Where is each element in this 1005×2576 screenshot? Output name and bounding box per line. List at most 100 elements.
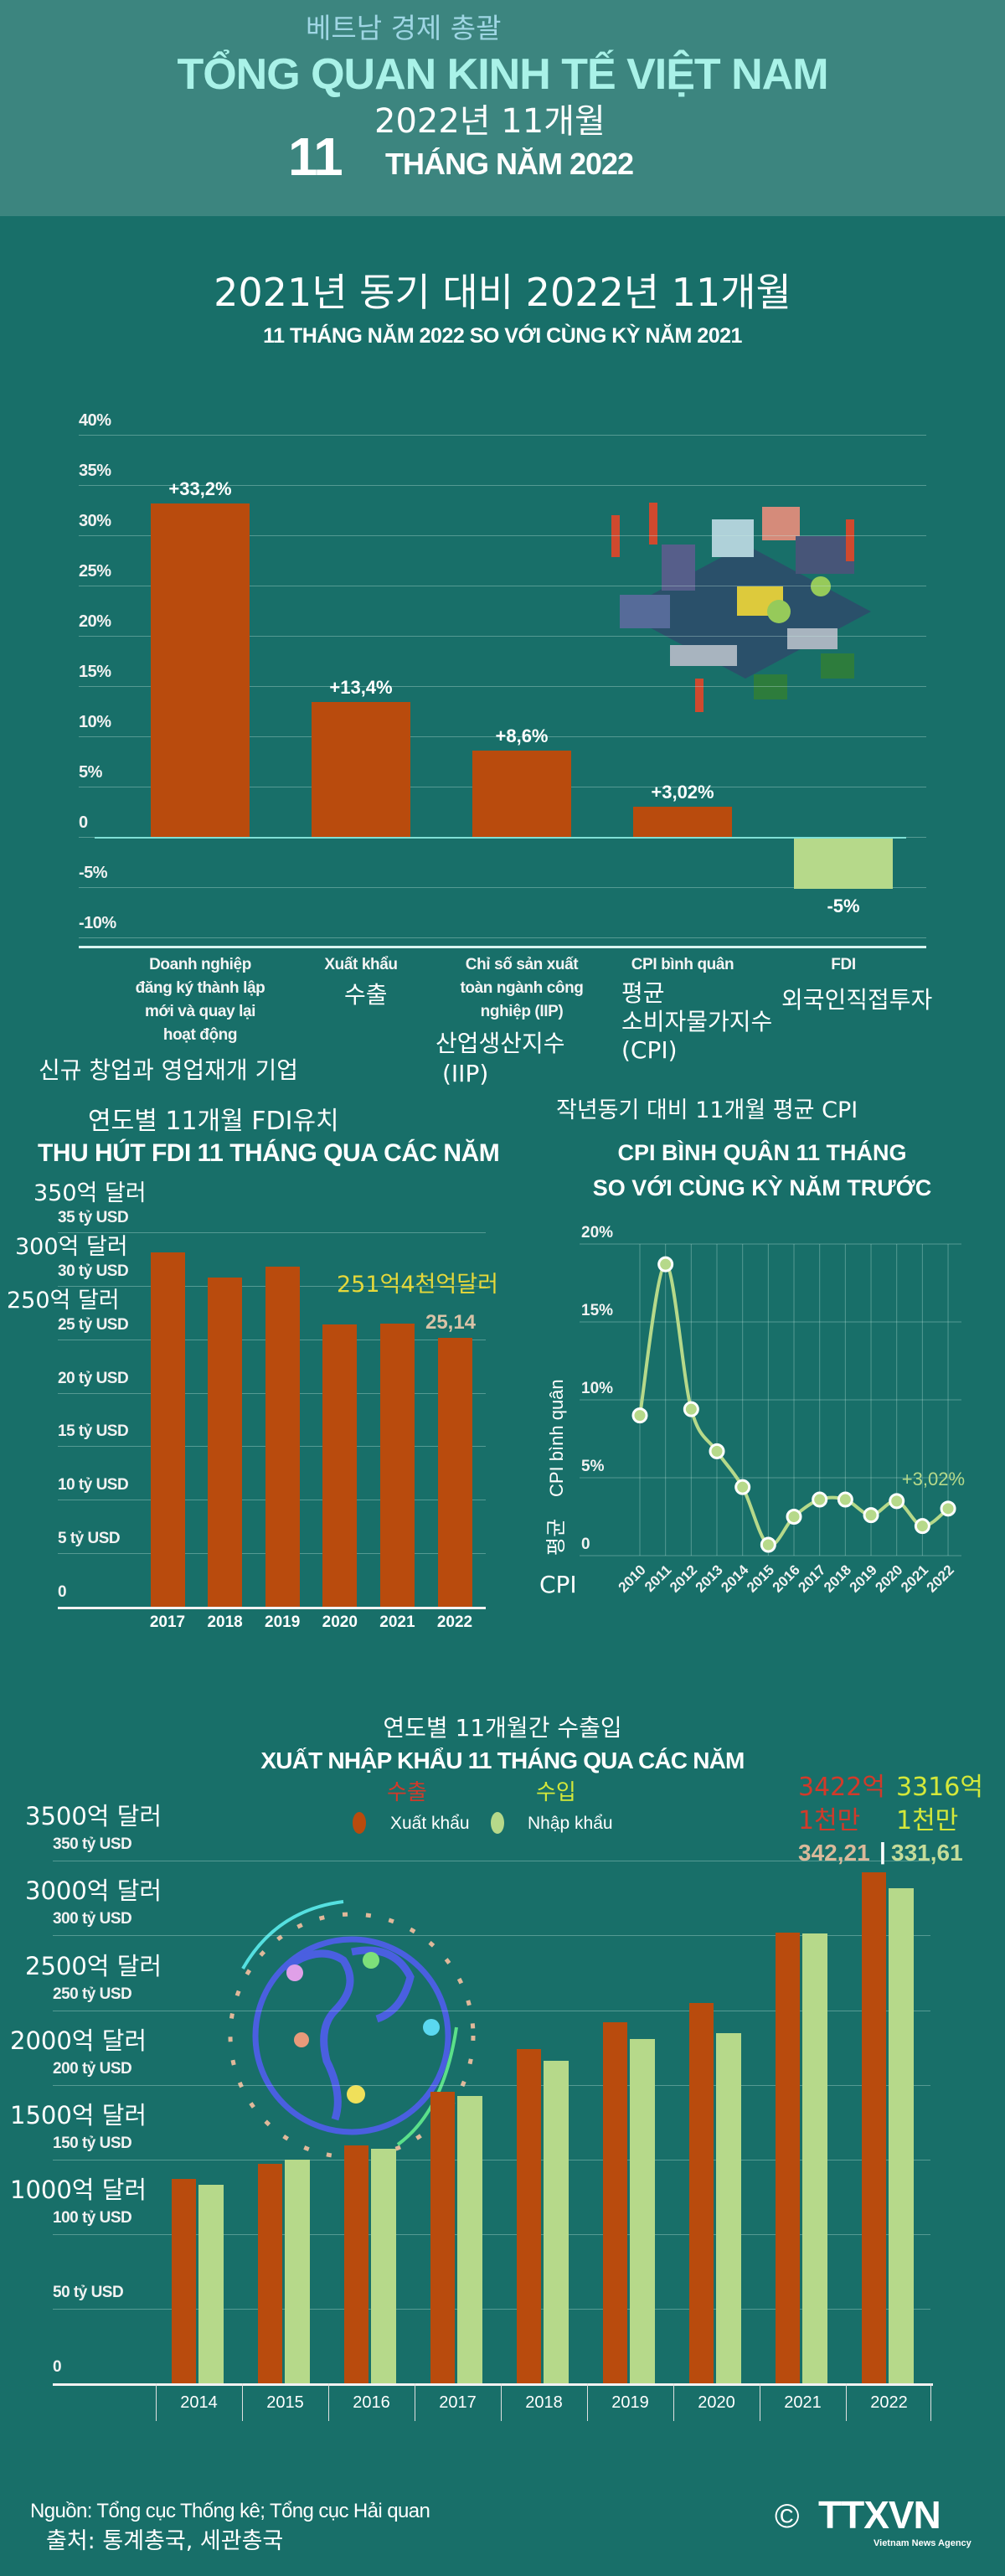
gridline	[53, 2084, 930, 2086]
x-tick-label: 2022	[436, 1613, 473, 1631]
x-tick-label: 2018	[525, 2393, 563, 2412]
y-tick-label: 10%	[79, 713, 111, 731]
gridline	[79, 435, 926, 436]
x-tick-label: 2014	[180, 2393, 218, 2412]
gridline	[79, 485, 926, 486]
bar	[633, 806, 732, 837]
y-tick-label: 20 tỷ USD	[58, 1369, 129, 1387]
y-tick-label: 15 tỷ USD	[58, 1422, 129, 1441]
x-tick-label: 2014	[718, 1562, 752, 1596]
data-point	[631, 1407, 648, 1424]
korean-import-value-1: 3316억	[896, 1773, 983, 1802]
y-tick-label: -10%	[79, 914, 116, 932]
y-tick-label: 200 tỷ USD	[53, 2059, 132, 2078]
x-tick-label: 2015	[266, 2393, 304, 2412]
x-tick-label: 2020	[322, 1613, 358, 1631]
y-tick-label: 10%	[581, 1380, 613, 1397]
category-label: Doanh nghiệp đăng ký thành lập mới và qu…	[135, 956, 265, 1044]
legend-korean-export: 수출	[387, 1780, 427, 1805]
header-period-text: THÁNG NĂM 2022	[385, 147, 634, 181]
bar	[322, 1324, 358, 1607]
y-tick-label: -5%	[79, 864, 108, 882]
data-point	[657, 1256, 674, 1273]
header-korean-title: 베트남 경제 총괄	[306, 12, 502, 44]
cpi-line-chart: 20% 15% 10% 5% 0 2010201120122013201420152016…	[539, 1224, 965, 1598]
korean-y-tick-label: 2500억 달러	[25, 1951, 162, 1980]
y-tick-label: 0	[79, 813, 88, 832]
x-axis-line	[53, 2383, 933, 2386]
korean-category-label: 산업생산지수	[436, 1030, 565, 1057]
x-tick-label: 2022	[870, 2393, 908, 2412]
x-tick-label: 2016	[353, 2393, 390, 2412]
cpi-title-line2: SO VỚI CÙNG KỲ NĂM TRƯỚC	[592, 1175, 932, 1200]
y-tick-label: 0	[58, 1583, 67, 1601]
import-bar	[285, 2159, 310, 2383]
y-tick-label: 350 tỷ USD	[53, 1835, 132, 1854]
x-tick-label: 2010	[616, 1562, 649, 1595]
y-tick-label: 5%	[581, 1458, 605, 1475]
bar	[472, 750, 571, 837]
data-point	[760, 1536, 776, 1553]
legend-export-label: Xuất khẩu	[390, 1814, 470, 1833]
import-bar	[802, 1933, 827, 2383]
logo-text: TTXVN	[818, 2493, 941, 2537]
header-korean-period: 2022년 11개월	[374, 102, 606, 141]
korean-y-tick-label: 250억 달러	[7, 1287, 120, 1314]
x-tick-label: 2017	[439, 2393, 477, 2412]
y-tick-label: 0	[53, 2358, 62, 2376]
korean-y-tick-label: 1000억 달러	[10, 2175, 147, 2204]
value-separator: |	[879, 1838, 886, 1864]
category-label: FDI	[831, 956, 856, 973]
data-label: -5%	[827, 896, 860, 916]
export-bar	[344, 2145, 368, 2383]
korean-y-tick-label: 3500억 달러	[25, 1802, 162, 1831]
y-axis-label: CPI bình quân	[546, 1379, 567, 1497]
korean-category-label: (IIP)	[442, 1060, 489, 1087]
x-tick-separator	[930, 2383, 931, 2421]
korean-import-value-2: 1천만	[896, 1806, 959, 1835]
data-label: +33,2%	[168, 478, 232, 499]
gridline	[53, 2233, 930, 2235]
data-label: +8,6%	[495, 725, 549, 746]
import-bar	[457, 2095, 482, 2383]
import-bar	[544, 2061, 569, 2383]
korean-annotation: 251억4천억달러	[337, 1272, 498, 1298]
y-tick-label: 30 tỷ USD	[58, 1262, 129, 1280]
data-point	[837, 1491, 853, 1508]
y-tick-label: 40%	[79, 411, 111, 430]
gridline	[79, 686, 926, 687]
y-tick-label: 5%	[79, 763, 102, 782]
x-tick-label: 2017	[795, 1562, 828, 1595]
data-point	[786, 1509, 802, 1525]
x-tick-label: 2019	[611, 2393, 649, 2412]
bar	[151, 503, 250, 837]
zero-line	[95, 837, 906, 839]
export-bar	[603, 2022, 627, 2383]
legend-export-swatch	[353, 1812, 366, 1834]
export-bar	[517, 2048, 541, 2383]
fdi-title: THU HÚT FDI 11 THÁNG QUA CÁC NĂM	[38, 1139, 500, 1167]
bar	[208, 1277, 243, 1607]
x-tick-label: 2021	[898, 1562, 931, 1595]
source-text: Nguồn: Tổng cục Thống kê; Tổng cục Hải q…	[30, 2500, 430, 2522]
export-bar	[862, 1872, 886, 2383]
y-tick-label: 300 tỷ USD	[53, 1910, 132, 1928]
x-tick-separator	[328, 2383, 329, 2421]
bar	[379, 1323, 415, 1607]
bar	[312, 702, 410, 837]
korean-category-label: 평균	[621, 979, 665, 1007]
x-tick-label: 2018	[821, 1562, 854, 1595]
x-tick-label: 2021	[784, 2393, 822, 2412]
bar	[794, 839, 893, 889]
bar	[265, 1266, 300, 1607]
korean-export-value-2: 1천만	[798, 1806, 861, 1835]
export-value-label: 342,21	[798, 1840, 870, 1866]
korean-y-tick-label: 3000억 달러	[25, 1877, 162, 1906]
x-tick-label: 2017	[149, 1613, 186, 1631]
ttxvn-logo: © TTXVN Vietnam News Agency	[775, 2495, 980, 2553]
gridline	[79, 535, 926, 536]
header-band	[0, 0, 1005, 216]
gridline	[58, 1232, 486, 1234]
x-tick-label: 2016	[770, 1562, 803, 1595]
y-tick-label: 100 tỷ USD	[53, 2208, 132, 2227]
